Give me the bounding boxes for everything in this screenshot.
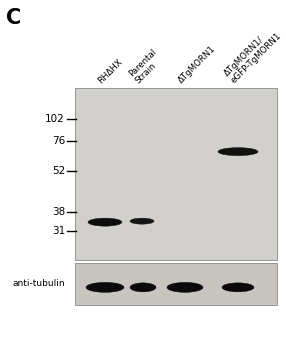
Ellipse shape	[130, 218, 154, 224]
Text: C: C	[6, 8, 21, 28]
Text: 38: 38	[52, 207, 65, 217]
Text: ΔTgMORN1: ΔTgMORN1	[177, 44, 218, 85]
Text: ΔTgMORN1/
eGFP-TgMORN1: ΔTgMORN1/ eGFP-TgMORN1	[223, 24, 284, 85]
Bar	[75, 88, 277, 260]
Ellipse shape	[218, 148, 258, 156]
Text: anti-tubulin: anti-tubulin	[12, 279, 65, 288]
Text: RHΔHX: RHΔHX	[97, 57, 125, 85]
Bar	[75, 263, 277, 305]
Ellipse shape	[222, 283, 254, 292]
Text: 76: 76	[52, 136, 65, 146]
Text: 52: 52	[52, 166, 65, 176]
Text: 31: 31	[52, 226, 65, 236]
Ellipse shape	[130, 283, 156, 292]
Ellipse shape	[86, 282, 124, 292]
Text: Parental
Strain: Parental Strain	[127, 47, 165, 85]
Text: 102: 102	[45, 114, 65, 124]
Ellipse shape	[88, 218, 122, 226]
Ellipse shape	[167, 282, 203, 292]
